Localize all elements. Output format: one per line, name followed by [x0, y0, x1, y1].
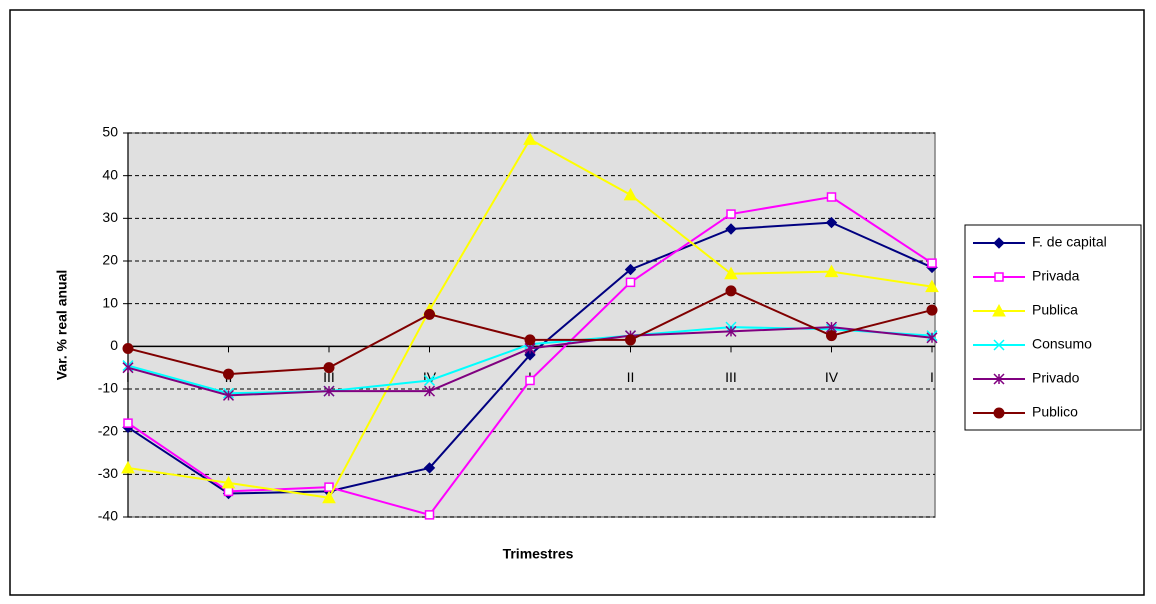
- y-tick-label: 10: [102, 294, 118, 310]
- plot-area: [127, 132, 936, 518]
- y-axis-label: Var. % real anual: [54, 270, 70, 381]
- legend-marker: [993, 407, 1005, 419]
- data-point: [725, 325, 737, 337]
- data-point: [122, 362, 134, 374]
- data-point: [221, 475, 236, 489]
- data-point: [625, 334, 636, 346]
- y-tick-label: -30: [98, 465, 118, 481]
- data-point: [223, 486, 234, 497]
- y-tick-label: -40: [98, 508, 118, 524]
- y-tick-label: 0: [110, 337, 118, 353]
- data-point: [927, 258, 937, 268]
- y-tick-label: -20: [98, 422, 118, 438]
- x-tick-label: IV: [423, 369, 437, 385]
- data-point: [725, 223, 737, 235]
- data-point: [523, 132, 537, 145]
- legend-marker: [993, 373, 1005, 385]
- x-tick-label: II: [627, 369, 635, 385]
- data-point: [322, 490, 336, 504]
- data-point: [826, 192, 837, 202]
- data-point: [724, 266, 738, 280]
- data-point: [423, 462, 436, 474]
- y-tick-label: 50: [102, 124, 118, 140]
- y-tick-label: 40: [102, 166, 118, 182]
- data-point: [726, 209, 736, 219]
- data-point: [324, 482, 334, 492]
- x-tick-label: IV: [825, 369, 839, 385]
- x-axis-label: Trimestres: [503, 546, 574, 562]
- data-point: [223, 368, 234, 380]
- x-tick-label: III: [725, 369, 737, 385]
- data-point: [524, 334, 536, 346]
- x-tick-label: I: [930, 369, 934, 385]
- x-tick-label: I: [126, 369, 130, 385]
- data-point: [826, 330, 837, 342]
- data-point: [323, 362, 335, 374]
- data-point: [925, 279, 939, 293]
- legend-marker: [994, 272, 1004, 282]
- data-point: [121, 460, 135, 474]
- legend-label: Publica: [1032, 302, 1078, 318]
- legend-label: Privada: [1032, 268, 1080, 284]
- legend-label: Consumo: [1032, 336, 1092, 352]
- data-point: [123, 418, 133, 428]
- data-point: [122, 342, 134, 354]
- data-point: [524, 349, 536, 361]
- data-point: [424, 510, 435, 520]
- data-point: [824, 264, 839, 278]
- data-point: [323, 385, 335, 397]
- legend: [964, 224, 1142, 431]
- x-tick-label: III: [323, 369, 335, 385]
- y-tick-label: -10: [98, 380, 118, 396]
- legend-marker: [992, 303, 1006, 317]
- y-tick-label: 20: [102, 252, 118, 268]
- legend-marker: [993, 339, 1005, 351]
- data-point: [423, 374, 436, 386]
- y-tick-label: 30: [102, 209, 118, 225]
- data-point: [525, 375, 535, 386]
- data-point: [725, 285, 737, 297]
- legend-marker: [993, 237, 1005, 249]
- data-point: [825, 216, 838, 229]
- data-point: [424, 308, 435, 320]
- legend-label: F. de capital: [1032, 234, 1107, 250]
- data-point: [423, 385, 436, 397]
- legend-label: Publico: [1032, 404, 1078, 420]
- data-point: [625, 277, 636, 288]
- data-point: [624, 263, 637, 276]
- data-point: [926, 304, 938, 316]
- legend-label: Privado: [1032, 370, 1080, 386]
- data-point: [623, 187, 638, 201]
- data-point: [222, 389, 235, 401]
- data-point: [926, 332, 938, 344]
